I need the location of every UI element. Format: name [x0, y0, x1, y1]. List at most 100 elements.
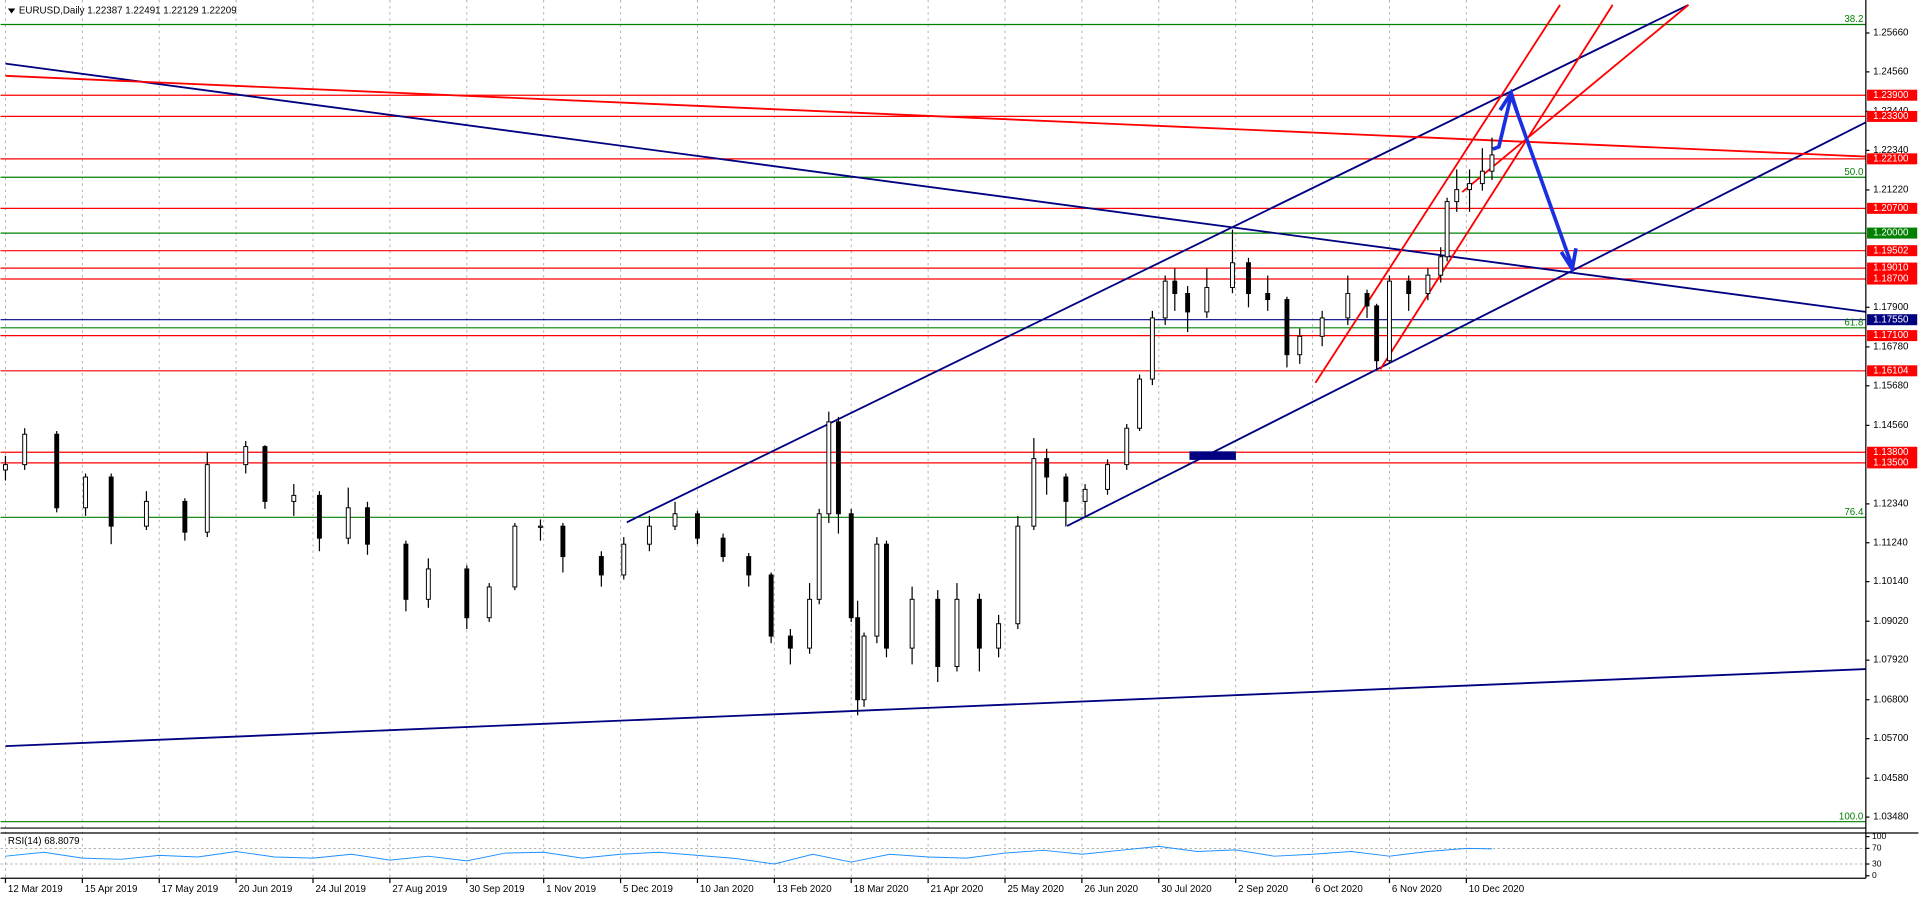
- y-tick-label: 1.21220: [1873, 185, 1909, 196]
- candle-body: [807, 598, 813, 649]
- trendline: [1379, 4, 1614, 370]
- rsi-y-tick-label: 30: [1872, 858, 1882, 868]
- candle-body: [861, 635, 867, 701]
- candle-body: [598, 556, 604, 576]
- price-level-box: [1867, 365, 1918, 377]
- candle-body: [1044, 458, 1050, 478]
- price-level-label: 1.13500: [1873, 457, 1909, 468]
- fib-label: 38.2: [1844, 14, 1863, 25]
- drawings: [5, 4, 1867, 748]
- zone-marker: [1189, 451, 1236, 460]
- y-tick-label: 1.03480: [1873, 812, 1909, 823]
- candle-body: [1082, 488, 1088, 502]
- price-level-box: [1867, 153, 1918, 165]
- x-tick-label: 25 May 2020: [1007, 884, 1064, 895]
- y-tick-label: 1.07920: [1873, 655, 1909, 666]
- candle-body: [54, 433, 60, 509]
- y-tick-label: 1.25660: [1873, 28, 1909, 39]
- y-tick-label: 1.14560: [1873, 420, 1909, 431]
- candle-body: [874, 543, 880, 637]
- y-tick-label: 1.05700: [1873, 733, 1909, 744]
- candle-body: [1319, 317, 1325, 337]
- candles: [3, 137, 1495, 865]
- candle-body: [1265, 293, 1271, 301]
- candle-body: [835, 421, 841, 515]
- price-level-label: 1.17550: [1873, 314, 1909, 325]
- candle-body: [976, 598, 982, 649]
- fib-label: 100.0: [1839, 811, 1864, 822]
- y-tick-label: 1.09020: [1873, 616, 1909, 627]
- candle-body: [262, 446, 268, 502]
- rsi-y-tick-label: 0: [1872, 870, 1877, 880]
- arrow-head: [1498, 88, 1519, 114]
- price-level-label: 1.23300: [1873, 111, 1909, 122]
- y-tick-label: 1.11240: [1873, 537, 1908, 548]
- x-tick-label: 5 Dec 2019: [623, 884, 673, 895]
- candle-body: [365, 507, 370, 545]
- candle-body: [403, 543, 409, 600]
- candle-body: [512, 525, 518, 588]
- candle-body: [1137, 378, 1143, 429]
- rsi-line: [5, 845, 1492, 865]
- candle-body: [855, 617, 861, 701]
- candle-body: [746, 556, 752, 576]
- candle-body: [1444, 201, 1450, 258]
- price-level-box: [1867, 245, 1918, 257]
- trendline: [1461, 4, 1690, 193]
- price-level-label: 1.20700: [1873, 203, 1909, 214]
- candle-body: [204, 464, 210, 533]
- candle-body: [316, 494, 322, 539]
- candle-body: [954, 598, 960, 667]
- candle-body: [182, 500, 188, 533]
- y-tick-label: 1.12340: [1873, 498, 1909, 509]
- candle-body: [1172, 280, 1178, 295]
- candle-body: [884, 543, 889, 649]
- candle-body: [1149, 317, 1155, 380]
- candle-body: [816, 513, 822, 600]
- x-tick-label: 17 May 2019: [162, 884, 218, 895]
- candle-body: [1364, 293, 1370, 307]
- rsi-title: RSI(14) 68.8079: [8, 836, 80, 847]
- price-level-box: [1867, 457, 1918, 469]
- candle-body: [464, 568, 470, 619]
- collapse-icon[interactable]: [7, 8, 16, 14]
- x-tick-label: 30 Jul 2020: [1161, 884, 1212, 895]
- trendline: [5, 74, 1866, 158]
- x-tick-label: 21 Apr 2020: [931, 884, 984, 895]
- candle-body: [1425, 274, 1431, 295]
- candle-body: [1063, 476, 1069, 502]
- candle-body: [1124, 427, 1130, 466]
- candle-body: [1105, 464, 1110, 490]
- x-tick-label: 12 Mar 2019: [8, 884, 63, 895]
- candle-body: [1204, 287, 1210, 313]
- price-level-label: 1.23900: [1873, 90, 1909, 101]
- candle-body: [935, 598, 941, 667]
- candle-body: [345, 507, 351, 539]
- trendline: [1314, 4, 1561, 384]
- y-tick-label: 1.04580: [1873, 773, 1909, 784]
- price-level-box: [1867, 202, 1918, 214]
- y-tick-label: 1.17900: [1873, 302, 1909, 313]
- rsi-y-tick-label: 70: [1872, 843, 1882, 853]
- x-tick-label: 26 Jun 2020: [1084, 884, 1138, 895]
- y-tick-label: 1.06800: [1873, 694, 1909, 705]
- candle-body: [996, 623, 1002, 649]
- candle-body: [486, 586, 492, 619]
- price-level-box: [1867, 262, 1918, 274]
- price-level-box: [1867, 110, 1918, 122]
- y-tick-label: 1.24560: [1873, 66, 1909, 77]
- forecast-arrow: [1492, 88, 1575, 268]
- x-tick-label: 30 Sep 2019: [469, 884, 524, 895]
- candle-body: [291, 494, 297, 502]
- x-tick-label: 15 Apr 2019: [85, 884, 138, 895]
- candle-body: [848, 513, 854, 619]
- rsi-y-tick-label: 100: [1872, 831, 1887, 841]
- x-tick-label: 1 Nov 2019: [546, 884, 596, 895]
- price-level-label: 1.22100: [1873, 153, 1909, 164]
- x-tick-label: 20 Jun 2019: [239, 884, 293, 895]
- price-level-label: 1.20000: [1873, 228, 1909, 239]
- candle-body: [1489, 154, 1495, 172]
- candle-body: [826, 421, 832, 515]
